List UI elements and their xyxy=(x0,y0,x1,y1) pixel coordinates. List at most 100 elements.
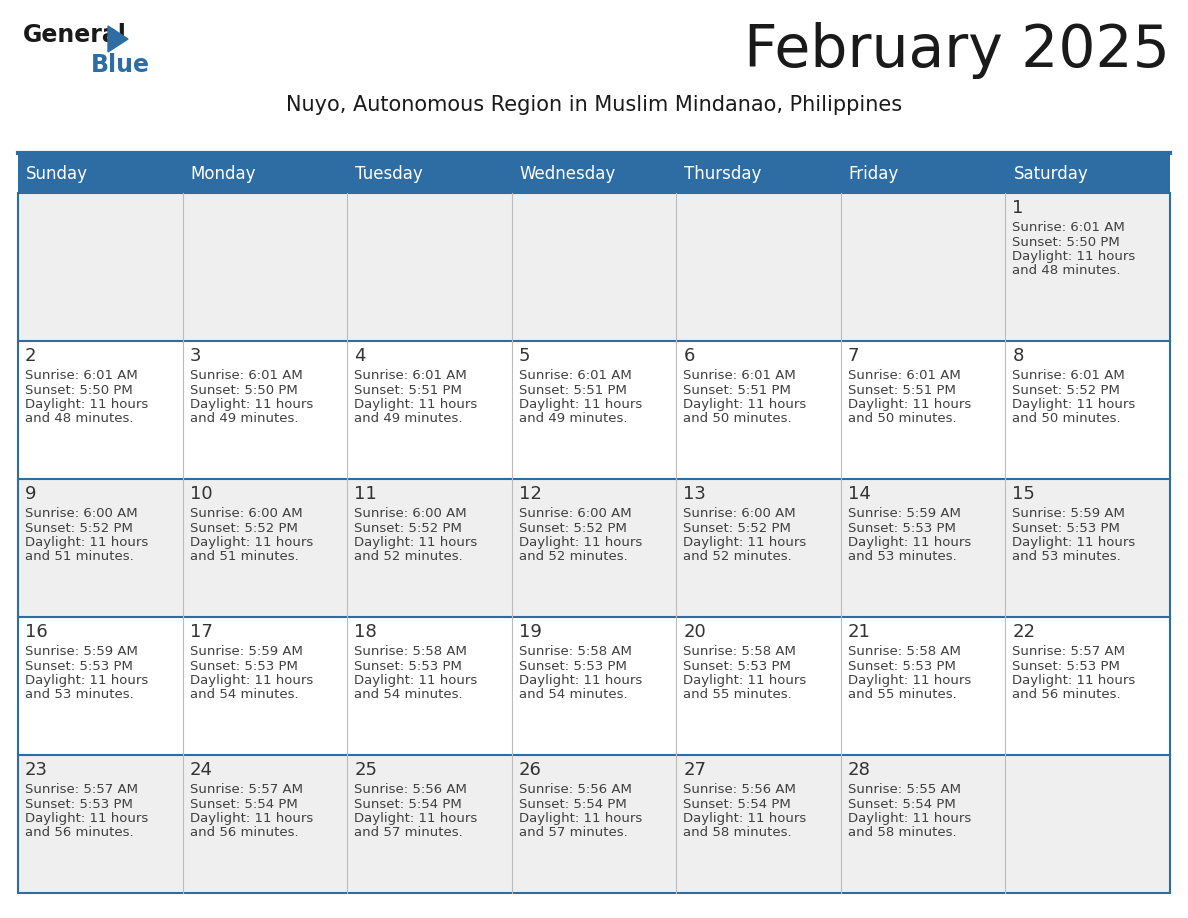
FancyBboxPatch shape xyxy=(183,617,347,755)
Text: 2: 2 xyxy=(25,347,37,365)
FancyBboxPatch shape xyxy=(183,341,347,479)
Text: Daylight: 11 hours: Daylight: 11 hours xyxy=(354,674,478,687)
Text: Sunset: 5:52 PM: Sunset: 5:52 PM xyxy=(354,521,462,534)
FancyBboxPatch shape xyxy=(347,193,512,341)
Text: Daylight: 11 hours: Daylight: 11 hours xyxy=(25,812,148,825)
Text: Blue: Blue xyxy=(91,53,150,77)
Text: and 48 minutes.: and 48 minutes. xyxy=(25,412,133,426)
Text: Daylight: 11 hours: Daylight: 11 hours xyxy=(519,536,642,549)
Text: Daylight: 11 hours: Daylight: 11 hours xyxy=(190,812,312,825)
Text: Daylight: 11 hours: Daylight: 11 hours xyxy=(848,398,971,411)
Text: and 49 minutes.: and 49 minutes. xyxy=(190,412,298,426)
Text: 5: 5 xyxy=(519,347,530,365)
Text: Sunset: 5:50 PM: Sunset: 5:50 PM xyxy=(1012,236,1120,249)
Text: Sunrise: 6:01 AM: Sunrise: 6:01 AM xyxy=(190,369,302,382)
Text: 20: 20 xyxy=(683,623,706,641)
Text: February 2025: February 2025 xyxy=(744,22,1170,79)
Text: Sunset: 5:50 PM: Sunset: 5:50 PM xyxy=(25,384,133,397)
Text: 23: 23 xyxy=(25,761,48,779)
Text: 8: 8 xyxy=(1012,347,1024,365)
Text: and 50 minutes.: and 50 minutes. xyxy=(1012,412,1121,426)
Text: Sunrise: 5:58 AM: Sunrise: 5:58 AM xyxy=(848,645,961,658)
Text: and 52 minutes.: and 52 minutes. xyxy=(683,551,792,564)
FancyBboxPatch shape xyxy=(183,193,347,341)
Text: 10: 10 xyxy=(190,485,213,503)
Text: Sunset: 5:53 PM: Sunset: 5:53 PM xyxy=(190,659,297,673)
Text: and 50 minutes.: and 50 minutes. xyxy=(848,412,956,426)
Text: Daylight: 11 hours: Daylight: 11 hours xyxy=(848,674,971,687)
Text: Sunset: 5:53 PM: Sunset: 5:53 PM xyxy=(683,659,791,673)
Text: Daylight: 11 hours: Daylight: 11 hours xyxy=(519,674,642,687)
Text: and 51 minutes.: and 51 minutes. xyxy=(190,551,298,564)
Text: and 48 minutes.: and 48 minutes. xyxy=(1012,264,1121,277)
Text: Monday: Monday xyxy=(190,165,257,183)
Text: and 54 minutes.: and 54 minutes. xyxy=(354,688,463,701)
Text: Sunrise: 5:59 AM: Sunrise: 5:59 AM xyxy=(25,645,138,658)
Text: Daylight: 11 hours: Daylight: 11 hours xyxy=(1012,536,1136,549)
Text: Sunrise: 6:01 AM: Sunrise: 6:01 AM xyxy=(1012,221,1125,234)
Text: 26: 26 xyxy=(519,761,542,779)
FancyBboxPatch shape xyxy=(676,479,841,617)
Text: Sunrise: 5:56 AM: Sunrise: 5:56 AM xyxy=(354,783,467,796)
Text: Sunrise: 6:00 AM: Sunrise: 6:00 AM xyxy=(190,507,302,520)
Text: Daylight: 11 hours: Daylight: 11 hours xyxy=(1012,674,1136,687)
FancyBboxPatch shape xyxy=(183,479,347,617)
Text: and 56 minutes.: and 56 minutes. xyxy=(1012,688,1121,701)
Text: and 51 minutes.: and 51 minutes. xyxy=(25,551,134,564)
Text: Sunset: 5:53 PM: Sunset: 5:53 PM xyxy=(25,798,133,811)
Text: Sunrise: 5:57 AM: Sunrise: 5:57 AM xyxy=(25,783,138,796)
Text: and 49 minutes.: and 49 minutes. xyxy=(519,412,627,426)
Text: Sunrise: 5:59 AM: Sunrise: 5:59 AM xyxy=(848,507,961,520)
Text: Daylight: 11 hours: Daylight: 11 hours xyxy=(683,674,807,687)
Text: Sunset: 5:51 PM: Sunset: 5:51 PM xyxy=(848,384,955,397)
Text: Sunset: 5:54 PM: Sunset: 5:54 PM xyxy=(848,798,955,811)
Text: and 55 minutes.: and 55 minutes. xyxy=(683,688,792,701)
Text: Sunrise: 6:01 AM: Sunrise: 6:01 AM xyxy=(848,369,961,382)
Text: Daylight: 11 hours: Daylight: 11 hours xyxy=(519,398,642,411)
Text: Daylight: 11 hours: Daylight: 11 hours xyxy=(1012,398,1136,411)
FancyBboxPatch shape xyxy=(676,193,841,341)
Text: Sunrise: 5:56 AM: Sunrise: 5:56 AM xyxy=(519,783,632,796)
Text: and 55 minutes.: and 55 minutes. xyxy=(848,688,956,701)
FancyBboxPatch shape xyxy=(676,755,841,893)
FancyBboxPatch shape xyxy=(1005,193,1170,341)
Text: Sunrise: 6:01 AM: Sunrise: 6:01 AM xyxy=(354,369,467,382)
Text: Thursday: Thursday xyxy=(684,165,762,183)
Text: and 53 minutes.: and 53 minutes. xyxy=(848,551,956,564)
Text: Sunset: 5:52 PM: Sunset: 5:52 PM xyxy=(683,521,791,534)
FancyBboxPatch shape xyxy=(512,341,676,479)
Text: Sunset: 5:51 PM: Sunset: 5:51 PM xyxy=(519,384,626,397)
Text: Daylight: 11 hours: Daylight: 11 hours xyxy=(848,536,971,549)
Text: Daylight: 11 hours: Daylight: 11 hours xyxy=(683,398,807,411)
Text: 13: 13 xyxy=(683,485,706,503)
Text: Sunset: 5:53 PM: Sunset: 5:53 PM xyxy=(25,659,133,673)
FancyBboxPatch shape xyxy=(841,617,1005,755)
Text: Sunset: 5:52 PM: Sunset: 5:52 PM xyxy=(519,521,626,534)
Text: 22: 22 xyxy=(1012,623,1036,641)
Text: Daylight: 11 hours: Daylight: 11 hours xyxy=(190,536,312,549)
Text: Nuyo, Autonomous Region in Muslim Mindanao, Philippines: Nuyo, Autonomous Region in Muslim Mindan… xyxy=(286,95,902,115)
Text: 1: 1 xyxy=(1012,199,1024,217)
FancyBboxPatch shape xyxy=(18,479,183,617)
FancyBboxPatch shape xyxy=(18,755,183,893)
Text: and 58 minutes.: and 58 minutes. xyxy=(848,826,956,839)
Text: General: General xyxy=(23,23,127,47)
Text: Sunset: 5:52 PM: Sunset: 5:52 PM xyxy=(1012,384,1120,397)
Text: Sunset: 5:54 PM: Sunset: 5:54 PM xyxy=(190,798,297,811)
Text: Sunset: 5:54 PM: Sunset: 5:54 PM xyxy=(683,798,791,811)
Text: and 54 minutes.: and 54 minutes. xyxy=(519,688,627,701)
Text: Sunrise: 5:57 AM: Sunrise: 5:57 AM xyxy=(190,783,303,796)
FancyBboxPatch shape xyxy=(347,617,512,755)
Text: Sunrise: 6:01 AM: Sunrise: 6:01 AM xyxy=(1012,369,1125,382)
FancyBboxPatch shape xyxy=(18,341,183,479)
Text: and 52 minutes.: and 52 minutes. xyxy=(354,551,463,564)
Text: Sunrise: 5:55 AM: Sunrise: 5:55 AM xyxy=(848,783,961,796)
Text: 27: 27 xyxy=(683,761,707,779)
FancyBboxPatch shape xyxy=(841,341,1005,479)
FancyBboxPatch shape xyxy=(18,155,1170,193)
Text: 14: 14 xyxy=(848,485,871,503)
Text: Daylight: 11 hours: Daylight: 11 hours xyxy=(25,398,148,411)
Text: Sunrise: 6:01 AM: Sunrise: 6:01 AM xyxy=(519,369,632,382)
FancyBboxPatch shape xyxy=(512,479,676,617)
Text: Sunset: 5:54 PM: Sunset: 5:54 PM xyxy=(354,798,462,811)
